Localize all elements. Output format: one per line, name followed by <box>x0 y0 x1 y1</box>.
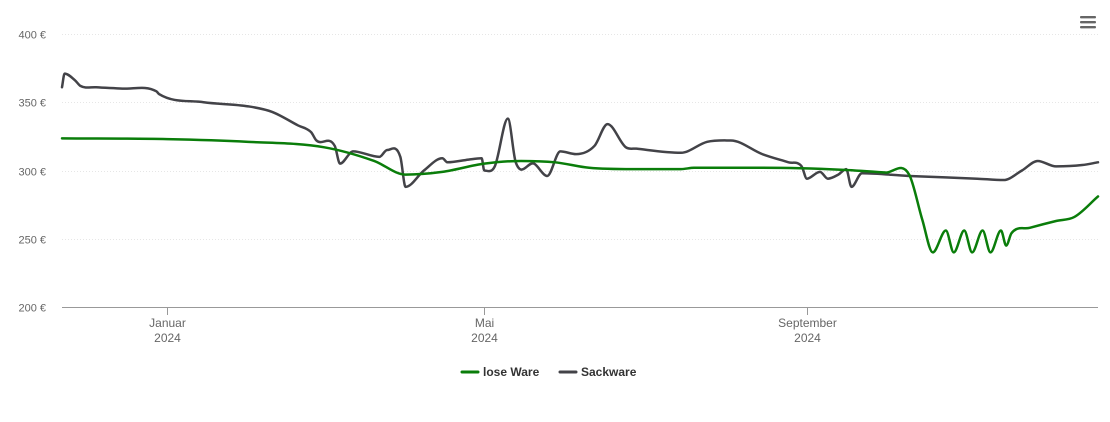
legend-item-sackware[interactable]: Sackware <box>558 365 637 379</box>
hamburger-menu-icon <box>1080 16 1096 29</box>
x-tick-month-label: September <box>778 316 837 330</box>
legend-label: lose Ware <box>483 365 540 379</box>
series-line-sackware <box>60 72 1100 189</box>
y-tick-label: 250 € <box>18 235 46 247</box>
x-tick-year-label: 2024 <box>794 331 821 345</box>
y-tick-label: 350 € <box>18 98 46 110</box>
legend-item-lose-ware[interactable]: lose Ware <box>460 365 540 379</box>
y-tick-label: 300 € <box>18 167 46 179</box>
x-tick-year-label: 2024 <box>154 331 181 345</box>
y-axis-labels: 200 € 250 € 300 € 350 € 400 € <box>18 30 46 315</box>
y-grid <box>62 34 1098 240</box>
legend-label: Sackware <box>581 365 637 379</box>
x-tick-month-label: Mai <box>475 316 494 330</box>
y-tick-label: 200 € <box>18 303 46 315</box>
series-line-lose-ware <box>60 137 1100 254</box>
x-tick-month-label: Januar <box>149 316 186 330</box>
chart-menu-button[interactable] <box>1077 13 1099 33</box>
y-tick-label: 400 € <box>18 30 46 42</box>
legend: lose Ware Sackware <box>460 365 637 379</box>
x-tick-year-label: 2024 <box>471 331 498 345</box>
series-lines <box>60 72 1100 254</box>
